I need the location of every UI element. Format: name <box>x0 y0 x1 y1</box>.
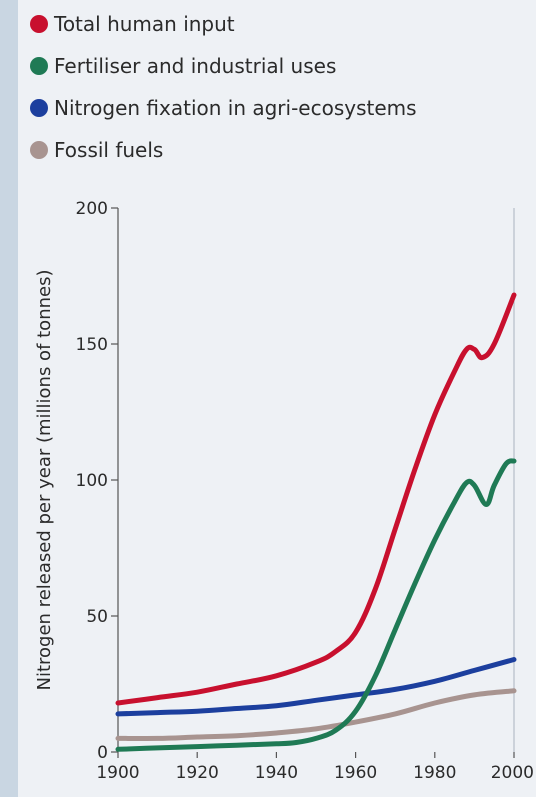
y-tick-label-1: 50 <box>86 607 108 627</box>
legend-swatch-2 <box>30 99 48 117</box>
x-tick-label-0: 1900 <box>96 763 139 783</box>
series-line-3 <box>115 688 517 741</box>
series-line-0 <box>115 292 517 706</box>
x-ticks: 1900 1920 1940 1960 1980 2000 <box>96 752 534 783</box>
y-tick-label-3: 150 <box>76 335 108 355</box>
y-tick-label-0: 0 <box>97 743 108 763</box>
legend-swatch-0 <box>30 15 48 33</box>
y-tick-label-2: 100 <box>76 471 108 491</box>
chart-panel <box>18 0 536 797</box>
plot-area: 0 50 100 150 200 1900 1920 1940 1960 1980 2000 <box>76 199 534 783</box>
y-tick-label-4: 200 <box>76 199 108 219</box>
legend-label-2: Nitrogen fixation in agri-ecosystems <box>54 96 417 120</box>
y-axis-label: Nitrogen released per year (millions of … <box>34 270 55 691</box>
x-tick-label-3: 1960 <box>334 763 377 783</box>
x-tick-label-4: 1980 <box>413 763 456 783</box>
x-tick-label-5: 2000 <box>491 763 534 783</box>
x-tick-label-1: 1920 <box>176 763 219 783</box>
legend: Total human input Fertiliser and industri… <box>30 12 417 162</box>
y-ticks: 0 50 100 150 200 <box>76 199 118 763</box>
series-line-1 <box>115 458 517 752</box>
legend-swatch-3 <box>30 141 48 159</box>
x-tick-label-2: 1940 <box>255 763 298 783</box>
series-line-2 <box>115 657 517 717</box>
legend-label-1: Fertiliser and industrial uses <box>54 54 336 78</box>
series-lines <box>115 292 517 752</box>
legend-swatch-1 <box>30 57 48 75</box>
legend-label-3: Fossil fuels <box>54 138 163 162</box>
legend-label-0: Total human input <box>53 12 235 36</box>
